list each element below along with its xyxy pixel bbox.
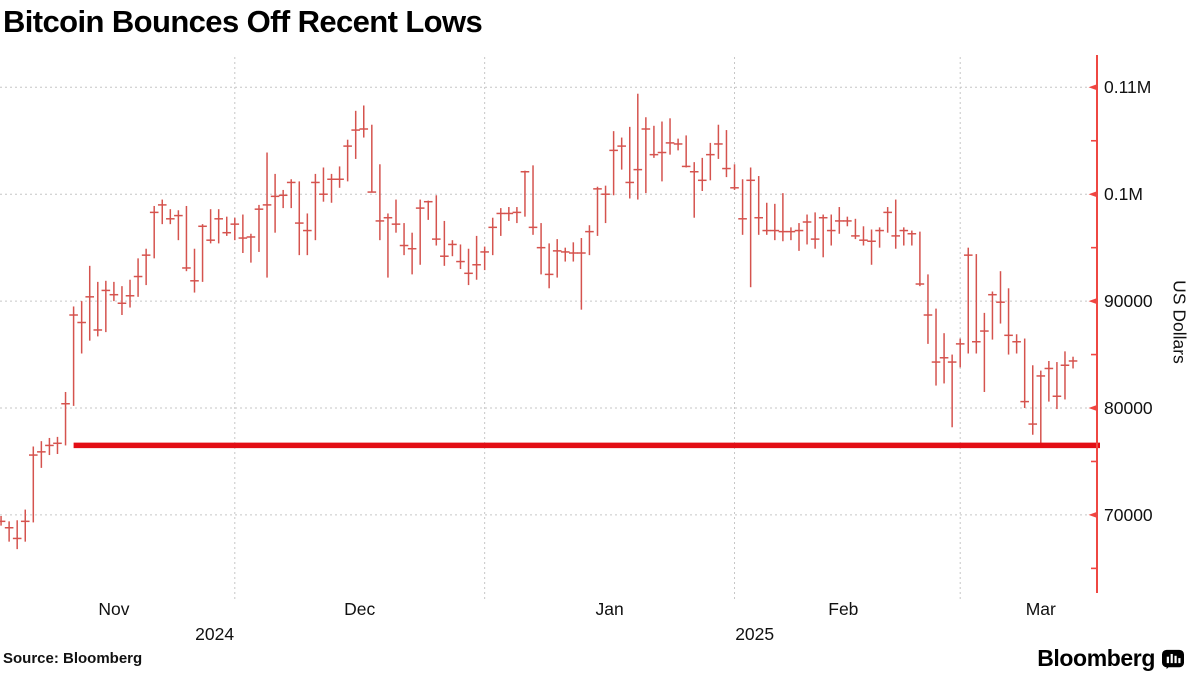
x-axis-month-label: Nov	[98, 599, 130, 619]
chart-title: Bitcoin Bounces Off Recent Lows	[3, 4, 483, 39]
bloomberg-logo: Bloomberg	[1037, 645, 1184, 672]
y-axis-major-tick	[1088, 84, 1097, 91]
x-axis-month-label: Mar	[1025, 599, 1056, 619]
x-axis-year-label: 2025	[735, 624, 775, 644]
y-axis-tick-label: 90000	[1104, 291, 1153, 312]
y-axis-tick-label: 0.1M	[1104, 184, 1143, 205]
bloomberg-chart-icon	[1162, 649, 1184, 669]
y-axis-major-tick	[1088, 298, 1097, 305]
y-axis-major-tick	[1088, 191, 1097, 198]
source-note: Source: Bloomberg	[3, 650, 143, 667]
x-axis-month-label: Jan	[595, 599, 624, 619]
y-axis-major-tick	[1088, 511, 1097, 518]
y-axis-tick-label: 80000	[1104, 398, 1153, 419]
y-axis-tick-label: 70000	[1104, 504, 1153, 525]
x-axis-month-label: Feb	[828, 599, 859, 619]
y-axis-title: US Dollars	[1169, 280, 1190, 364]
x-axis-year-label: 2024	[195, 624, 235, 644]
y-axis-major-tick	[1088, 405, 1097, 412]
y-axis-tick-label: 0.11M	[1104, 77, 1152, 98]
bloomberg-wordmark: Bloomberg	[1037, 645, 1155, 671]
x-axis-month-label: Dec	[344, 599, 376, 619]
